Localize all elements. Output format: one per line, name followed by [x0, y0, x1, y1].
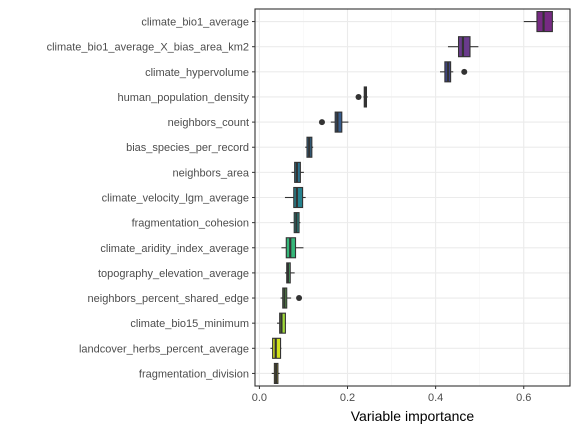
box [334, 111, 343, 133]
y-tick-label: climate_bio1_average_X_bias_area_km2 [47, 42, 249, 54]
y-tick-label: human_population_density [118, 92, 250, 104]
y-tick-label: climate_bio15_minimum [130, 318, 249, 330]
outlier-point [296, 295, 303, 302]
outlier-point [461, 68, 468, 75]
y-tick-label: climate_hypervolume [145, 67, 249, 79]
box [536, 11, 553, 33]
x-tick-label: 0.2 [340, 392, 355, 404]
x-axis: 0.0 0.2 0.4 0.6 [252, 386, 531, 404]
y-tick-label: neighbors_count [168, 117, 249, 129]
boxplot-climate_aridity_index_average [281, 237, 304, 259]
boxplot-climate_velocity_lgm_average [284, 186, 306, 209]
outlier-point [355, 93, 362, 100]
boxplot-neighbors_count [318, 111, 349, 133]
boxplot-topography_elevation_average [284, 262, 295, 284]
boxplot-landcover_herbs_percent_average [270, 337, 282, 359]
y-axis-tick-labels: climate_bio1_average climate_bio1_average… [47, 17, 255, 380]
y-tick-label: landcover_herbs_percent_average [79, 343, 249, 355]
boxplot-climate_bio1_average_X_bias_area_km2 [447, 36, 479, 58]
boxplots [270, 11, 554, 384]
x-axis-title: Variable importance [351, 408, 475, 424]
y-tick-label: fragmentation_cohesion [132, 218, 249, 230]
boxplot-human_population_density [355, 86, 368, 108]
boxplot-climate_bio1_average [523, 11, 554, 33]
boxplot-fragmentation_division [271, 362, 280, 384]
y-tick-label: climate_bio1_average [141, 17, 249, 29]
boxplot-bias_species_per_record [305, 136, 314, 158]
y-tick-label: neighbors_percent_shared_edge [88, 293, 249, 305]
y-tick-label: climate_velocity_lgm_average [102, 193, 249, 205]
y-tick-label: bias_species_per_record [126, 142, 249, 154]
outlier-point [318, 119, 325, 126]
boxplot-climate_bio15_minimum [277, 312, 286, 334]
x-tick-label: 0.4 [428, 392, 443, 404]
y-tick-label: topography_elevation_average [98, 268, 249, 280]
y-tick-label: fragmentation_division [139, 368, 249, 380]
boxplot-neighbors_percent_shared_edge [280, 287, 303, 309]
x-tick-label: 0.0 [252, 392, 267, 404]
box [293, 186, 304, 209]
x-tick-label: 0.6 [516, 392, 531, 404]
boxplot-neighbors_area [291, 161, 304, 183]
panel-border [254, 8, 571, 387]
y-tick-label: neighbors_area [173, 167, 250, 179]
grid [255, 9, 570, 386]
box [457, 36, 471, 58]
y-tick-label: climate_aridity_index_average [100, 243, 249, 255]
boxplot-fragmentation_cohesion [290, 212, 301, 234]
boxplot-climate_hypervolume [440, 61, 468, 83]
box [279, 312, 286, 334]
